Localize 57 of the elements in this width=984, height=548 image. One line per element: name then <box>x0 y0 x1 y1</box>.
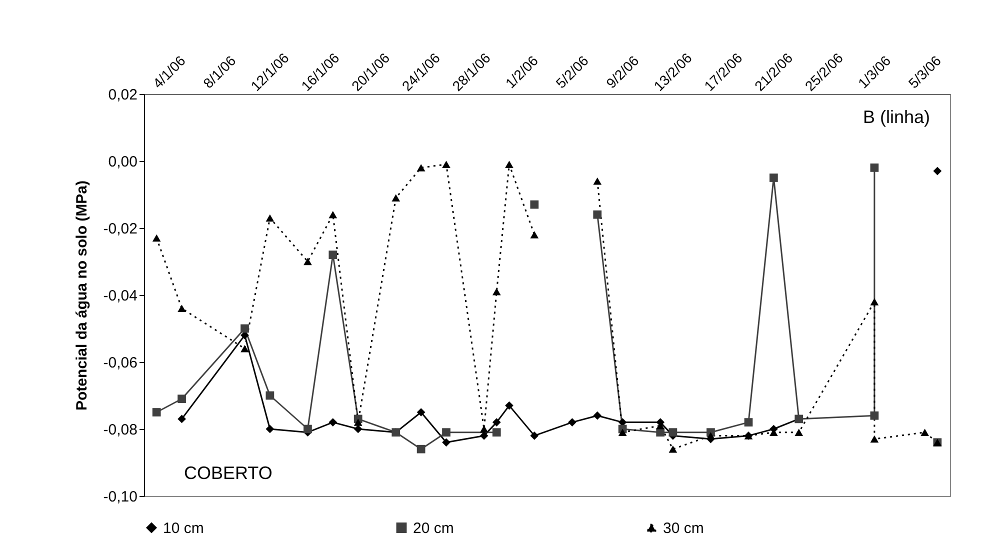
y-tick-label: -0,02 <box>103 220 138 238</box>
point <box>530 432 539 440</box>
point <box>794 428 804 436</box>
point <box>392 194 400 202</box>
annotation: B (linha) <box>862 107 930 127</box>
point <box>178 394 186 404</box>
point <box>152 408 161 416</box>
y-tick-label: -0,06 <box>103 354 138 372</box>
point <box>492 428 501 437</box>
point <box>530 200 539 209</box>
point <box>328 250 338 259</box>
point <box>266 424 274 434</box>
point <box>593 177 602 185</box>
point <box>354 418 362 426</box>
point <box>568 418 576 426</box>
point <box>668 428 678 437</box>
point <box>492 418 501 426</box>
point <box>178 414 186 424</box>
y-tick-label: -0,10 <box>103 488 138 506</box>
point <box>744 418 753 426</box>
point <box>266 391 274 400</box>
y-tick-label: -0,08 <box>103 422 138 438</box>
y-tick-label: 0,00 <box>108 154 138 170</box>
legend-label: 10 cm <box>163 520 204 537</box>
point <box>706 432 715 440</box>
point <box>240 344 249 352</box>
point <box>266 214 274 222</box>
point <box>492 288 501 296</box>
y-axis-title: Potencial da água no solo (MPa) <box>73 180 90 411</box>
legend-label: 30 cm <box>663 520 704 537</box>
annotation: COBERTO <box>184 463 272 483</box>
point <box>304 258 312 266</box>
point <box>593 210 602 219</box>
point <box>618 428 627 436</box>
point <box>442 438 450 447</box>
point <box>505 401 514 410</box>
y-tick-label: -0,04 <box>103 288 138 304</box>
y-tick-label: 0,02 <box>108 86 138 104</box>
point <box>416 444 426 454</box>
point <box>442 428 450 437</box>
point <box>480 432 488 440</box>
legend-label: 20 cm <box>413 520 454 537</box>
point <box>328 418 338 426</box>
point <box>354 424 362 434</box>
point <box>304 424 312 434</box>
point <box>668 445 678 453</box>
point <box>442 160 450 168</box>
point <box>240 324 249 333</box>
point <box>770 174 778 182</box>
point <box>505 160 514 168</box>
point <box>178 304 186 312</box>
point <box>416 408 426 416</box>
point <box>416 164 426 172</box>
point <box>593 411 602 420</box>
point <box>328 210 338 218</box>
point <box>152 234 161 242</box>
point <box>530 231 539 238</box>
